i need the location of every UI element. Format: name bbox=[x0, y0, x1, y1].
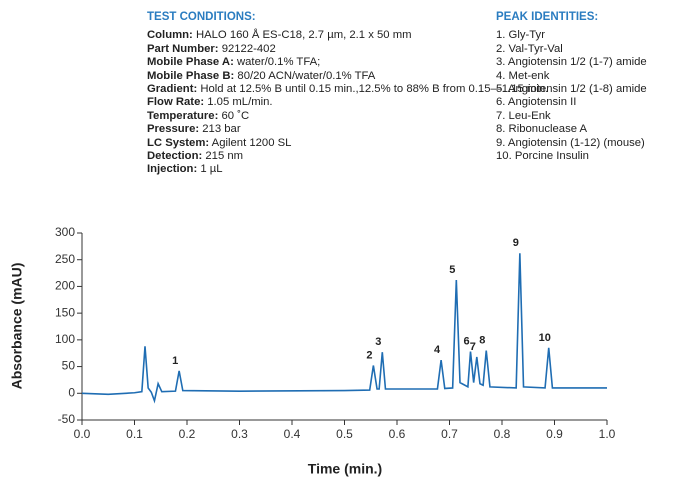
condition-key: Pressure: bbox=[147, 123, 200, 136]
peak-identity: 7. Leu-Enk bbox=[496, 109, 551, 122]
test-conditions: TEST CONDITIONS: Column: HALO 160 Å ES-C… bbox=[147, 11, 563, 177]
condition: Injection: 1 µL bbox=[147, 163, 563, 176]
condition-key: Mobile Phase A: bbox=[147, 56, 234, 69]
peak-label: 1 bbox=[172, 355, 178, 367]
x-tick-label: 0.2 bbox=[179, 427, 196, 441]
condition-key: Part Number: bbox=[147, 42, 219, 55]
condition-value: HALO 160 Å ES-C18, 2.7 µm, 2.1 x 50 mm bbox=[195, 29, 412, 42]
y-axis-label: Absorbance (mAU) bbox=[9, 263, 25, 390]
peak-label: 10 bbox=[539, 332, 551, 344]
x-tick-label: 0.1 bbox=[126, 427, 143, 441]
condition: Mobile Phase A: water/0.1% TFA; bbox=[147, 56, 563, 69]
y-tick-label: 150 bbox=[55, 305, 75, 319]
heading: TEST CONDITIONS: bbox=[147, 11, 256, 23]
condition-value: Agilent 1200 SL bbox=[211, 136, 292, 149]
condition: Mobile Phase B: 80/20 ACN/water/0.1% TFA bbox=[147, 70, 563, 83]
peak-identity: 5. Angiotensin 1/2 (1-8) amide bbox=[496, 83, 647, 96]
peak-identity: 2. Val-Tyr-Val bbox=[496, 42, 563, 55]
condition: Temperature: 60 ˚C bbox=[147, 110, 563, 123]
condition-value: 215 nm bbox=[205, 150, 244, 163]
peak-identity: 9. Angiotensin (1-12) (mouse) bbox=[496, 136, 645, 149]
peak-identities: PEAK IDENTITIES: 1. Gly-Tyr 2. Val-Tyr-Va… bbox=[496, 11, 647, 163]
y-tick-label: 100 bbox=[55, 332, 75, 346]
peak-label: 4 bbox=[434, 344, 441, 356]
y-tick-label: -50 bbox=[58, 412, 76, 426]
condition-value: 213 bar bbox=[202, 123, 241, 136]
x-tick-label: 0.8 bbox=[494, 427, 511, 441]
condition-value: 1.05 mL/min. bbox=[207, 96, 273, 109]
y-tick-label: 0 bbox=[68, 385, 75, 399]
condition-key: Temperature: bbox=[147, 109, 219, 122]
condition-key: Column: bbox=[147, 29, 193, 42]
condition: LC System: Agilent 1200 SL bbox=[147, 137, 563, 150]
peak-label: 9 bbox=[513, 237, 519, 249]
peak-label: 5 bbox=[449, 264, 455, 276]
heading: PEAK IDENTITIES: bbox=[496, 11, 599, 23]
condition-key: Injection: bbox=[147, 163, 198, 176]
y-tick-label: 200 bbox=[55, 279, 75, 293]
peak-identity: 4. Met-enk bbox=[496, 69, 550, 82]
condition: Gradient: Hold at 12.5% B until 0.15 min… bbox=[147, 83, 563, 96]
condition-value: 60 ˚C bbox=[221, 109, 250, 122]
peak-identity: 1. Gly-Tyr bbox=[496, 29, 545, 42]
peak-identity: 6. Angiotensin II bbox=[496, 96, 577, 109]
condition: Detection: 215 nm bbox=[147, 150, 563, 163]
peak-label: 7 bbox=[470, 341, 476, 353]
condition-value: Hold at 12.5% B until 0.15 min.,12.5% to… bbox=[200, 83, 549, 96]
x-axis-label: Time (min.) bbox=[308, 461, 382, 477]
trace bbox=[81, 253, 607, 404]
x-tick-label: 0.4 bbox=[284, 427, 301, 441]
condition: Pressure: 213 bar bbox=[147, 123, 563, 136]
x-tick-label: 0.7 bbox=[441, 427, 458, 441]
condition-key: LC System: bbox=[147, 136, 210, 149]
x-tick-label: 0.6 bbox=[389, 427, 406, 441]
condition-value: 92122-402 bbox=[221, 42, 276, 55]
condition-value: 1 µL bbox=[200, 163, 223, 176]
peak-identity: 8. Ribonuclease A bbox=[496, 123, 588, 136]
peak-label: 6 bbox=[463, 336, 469, 348]
condition-value: water/0.1% TFA; bbox=[236, 56, 321, 69]
peak-identity: 3. Angiotensin 1/2 (1-7) amide bbox=[496, 56, 647, 69]
y-tick-label: 50 bbox=[62, 359, 76, 373]
peak-label: 3 bbox=[375, 336, 381, 348]
condition-key: Flow Rate: bbox=[147, 96, 205, 109]
x-tick-label: 0.3 bbox=[231, 427, 248, 441]
x-tick-label: 0.9 bbox=[546, 427, 563, 441]
condition-value: 80/20 ACN/water/0.1% TFA bbox=[237, 69, 376, 82]
condition-key: Detection: bbox=[147, 150, 203, 163]
condition-key: Mobile Phase B: bbox=[147, 69, 235, 82]
condition: Part Number: 92122-402 bbox=[147, 43, 563, 56]
x-tick-label: 0.5 bbox=[336, 427, 353, 441]
condition: Column: HALO 160 Å ES-C18, 2.7 µm, 2.1 x… bbox=[147, 29, 563, 42]
y-tick-label: 250 bbox=[55, 252, 75, 266]
condition: Flow Rate: 1.05 mL/min. bbox=[147, 96, 563, 109]
y-tick-label: 300 bbox=[55, 225, 75, 239]
x-tick-label: 1.0 bbox=[599, 427, 616, 441]
peak-label: 2 bbox=[366, 349, 372, 361]
condition-key: Gradient: bbox=[147, 83, 198, 96]
peak-identity: 10. Porcine Insulin bbox=[496, 150, 589, 163]
x-tick-label: 0.0 bbox=[74, 427, 91, 441]
peak-label: 8 bbox=[479, 334, 485, 346]
